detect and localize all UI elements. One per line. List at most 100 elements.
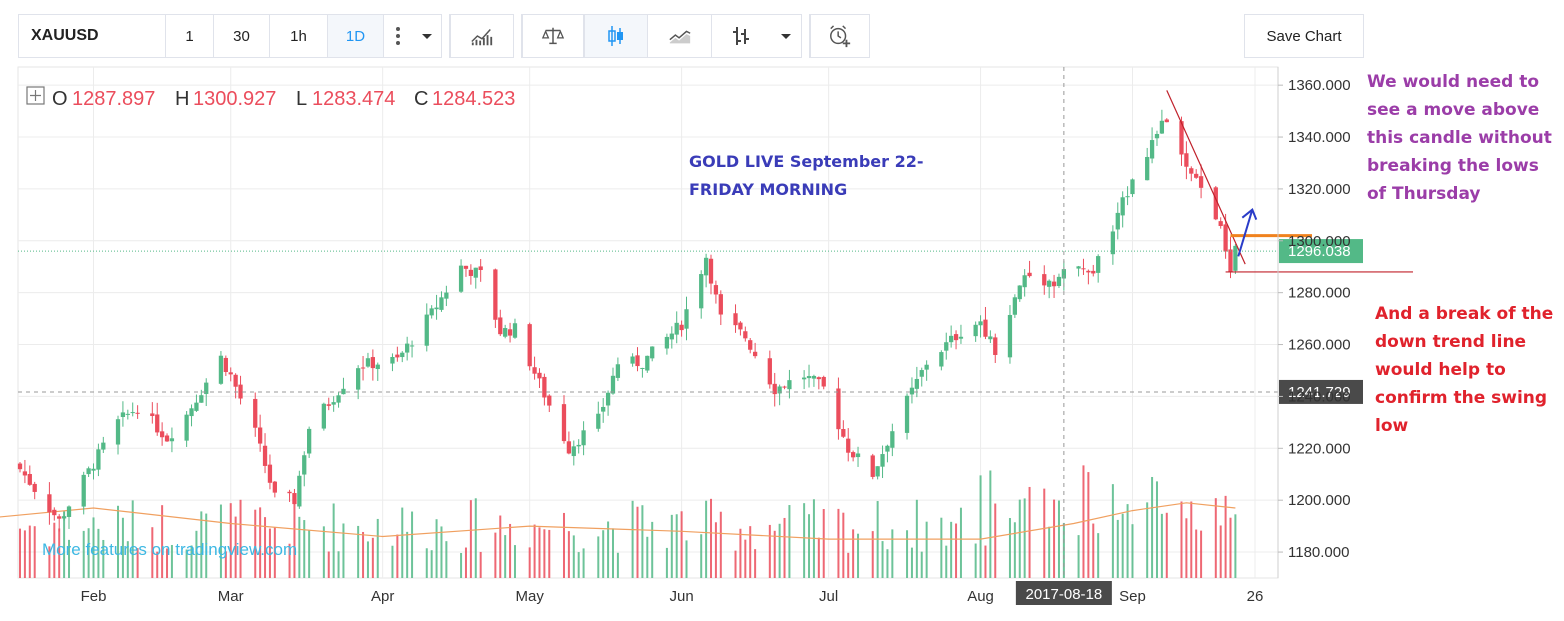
candle-body	[801, 377, 807, 380]
volume-bar	[224, 551, 227, 578]
candle	[1164, 118, 1169, 123]
candle	[566, 431, 572, 455]
candle	[258, 414, 263, 452]
volume-bar	[322, 526, 325, 578]
volume-bar	[803, 503, 806, 578]
volume-bar	[1155, 481, 1158, 578]
candle-body	[365, 358, 371, 367]
volume-bar	[68, 539, 71, 578]
candle	[184, 411, 189, 447]
x-tick-label: May	[516, 588, 545, 605]
candle	[767, 350, 772, 389]
volume-bar	[303, 520, 306, 578]
candle	[61, 511, 67, 521]
candle	[890, 423, 895, 457]
candle-body	[512, 323, 518, 338]
compare-icon[interactable]	[522, 14, 584, 58]
candle-body	[777, 386, 782, 394]
bars-icon[interactable]	[712, 14, 770, 58]
candle	[743, 326, 748, 342]
candle-body	[439, 297, 444, 310]
candle	[458, 259, 464, 293]
candle	[267, 454, 273, 490]
candle	[272, 480, 277, 498]
interval-1h-button[interactable]: 1h	[270, 14, 328, 58]
candle	[1017, 285, 1022, 302]
volume-bar	[739, 528, 742, 578]
volume-bar	[308, 530, 311, 578]
y-axis: 1180.000 1200.000 1220.000 1240.000 1260.000…	[1277, 67, 1351, 578]
more-vert-icon[interactable]	[384, 14, 412, 58]
candle-body	[630, 356, 635, 364]
indicators-icon[interactable]	[450, 14, 514, 58]
interval-30-button[interactable]: 30	[214, 14, 270, 58]
volume-bar	[1229, 517, 1232, 578]
volume-bar	[200, 511, 203, 578]
volume-bar	[430, 550, 433, 578]
volume-bar	[1219, 525, 1222, 578]
candle-body	[738, 322, 743, 330]
symbol-search[interactable]: XAUUSD	[18, 14, 166, 58]
volume-bar	[435, 519, 438, 578]
save-chart-button[interactable]: Save Chart	[1244, 14, 1364, 58]
volume-bar	[734, 550, 737, 578]
candle-body	[993, 337, 998, 355]
candles-icon[interactable]	[584, 14, 648, 58]
volume-bar	[87, 528, 90, 578]
interval-1-button[interactable]: 1	[166, 14, 214, 58]
candle	[1189, 166, 1194, 182]
candle	[993, 333, 998, 364]
note-bottom-line: And a break of the	[1375, 304, 1554, 324]
candle-body	[596, 413, 601, 429]
candle-body	[130, 412, 135, 414]
volume-bar	[219, 504, 222, 578]
chevron-down-icon[interactable]	[412, 14, 442, 58]
candle-body	[909, 387, 915, 395]
candle	[1120, 191, 1125, 228]
candle	[806, 364, 812, 388]
chevron-down-icon[interactable]	[770, 14, 802, 58]
candle-body	[331, 402, 336, 405]
volume-bar	[577, 552, 580, 578]
x-tick-label: Sep	[1119, 588, 1146, 605]
volume-bar	[273, 527, 276, 578]
candle	[1184, 141, 1189, 180]
volume-bar	[1195, 529, 1198, 578]
ohlc-open-label: O	[52, 88, 68, 110]
candle-body	[973, 324, 978, 337]
volume-bar	[572, 535, 575, 578]
candle-body	[458, 265, 464, 292]
volume-bar	[268, 528, 271, 578]
candle	[1051, 274, 1057, 298]
volume-bar	[239, 499, 242, 578]
interval-1d-button[interactable]: 1D	[328, 14, 384, 58]
volume-bar	[474, 498, 477, 578]
candle	[601, 398, 606, 423]
candle-body	[1012, 297, 1017, 315]
candle-body	[527, 324, 532, 367]
candle-body	[223, 357, 228, 373]
volume-bar	[974, 543, 977, 578]
line-chart-icon[interactable]	[648, 14, 712, 58]
volume-bar	[342, 523, 345, 578]
candle-body	[463, 265, 469, 269]
volume-bar	[337, 551, 340, 578]
candle-body	[1179, 121, 1184, 155]
volume-bar	[857, 533, 860, 578]
volume-bar	[538, 527, 541, 578]
candle	[169, 427, 175, 453]
volume-bar	[425, 548, 428, 578]
volume-bar	[567, 531, 570, 578]
candle-body	[32, 483, 37, 492]
candle	[630, 353, 635, 367]
last-price-badge	[1279, 239, 1363, 264]
volume-bar	[166, 548, 169, 578]
candle	[1149, 127, 1155, 164]
y-tick-label: 1220.000	[1288, 440, 1351, 457]
candle	[434, 294, 439, 320]
volume-bar	[391, 545, 394, 578]
alert-add-icon[interactable]	[810, 14, 870, 58]
volume-bar	[411, 511, 414, 578]
candle-body	[1233, 245, 1238, 271]
